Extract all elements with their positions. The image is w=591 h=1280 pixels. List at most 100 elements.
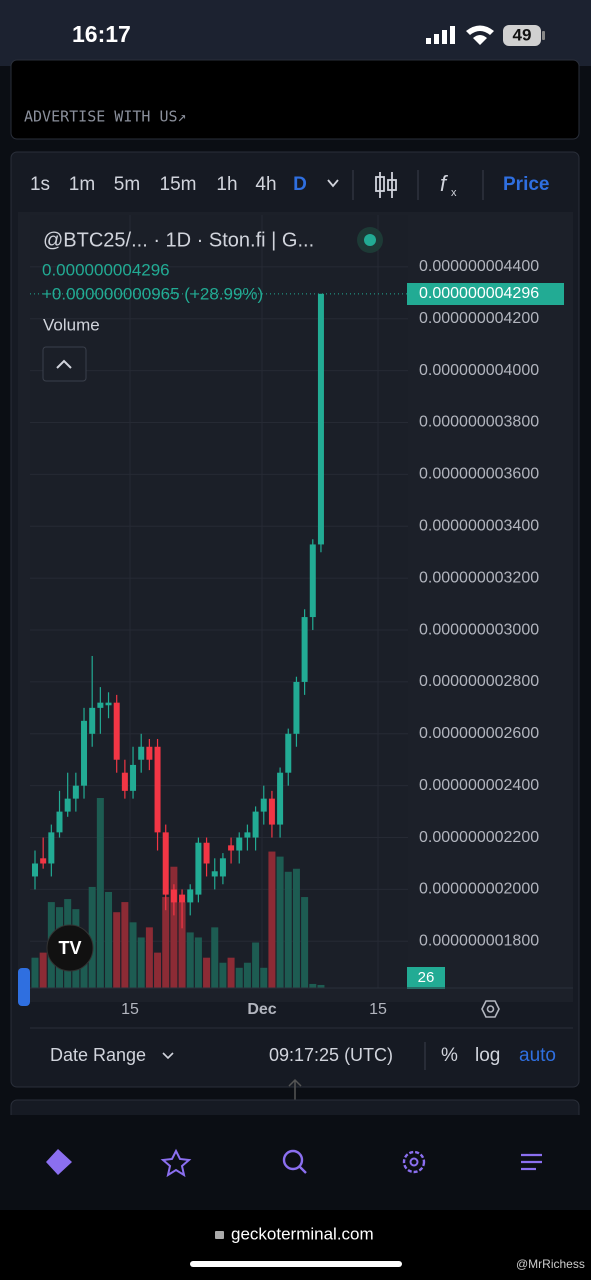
candle-body xyxy=(219,858,226,877)
volume-bar xyxy=(39,952,47,988)
volume-legend: Volume xyxy=(43,315,100,334)
volume-bar xyxy=(121,902,129,988)
y-tick-label: 0.000000002200 xyxy=(419,829,539,846)
candle-body xyxy=(203,842,210,864)
volume-bar xyxy=(113,912,121,988)
chart-title: @BTC25/... · 1D · Ston.fi | G... xyxy=(43,229,314,251)
x-tick-label: 15 xyxy=(369,1001,387,1018)
x-tick-label: Dec xyxy=(247,1001,276,1018)
timeframe-button[interactable]: 1s xyxy=(30,174,50,195)
candle-body xyxy=(195,842,202,895)
nav-search-handle xyxy=(299,1166,307,1174)
battery-icon xyxy=(503,25,541,46)
clock: 16:17 xyxy=(72,21,131,47)
candle-body xyxy=(285,733,292,773)
candle-body xyxy=(113,702,120,760)
nav-watchlist[interactable] xyxy=(160,1148,192,1178)
candle-body xyxy=(236,837,243,851)
nav-settings[interactable] xyxy=(402,1150,426,1174)
date-range-button[interactable]: Date Range xyxy=(50,1045,146,1065)
timeframe-button[interactable]: 4h xyxy=(255,174,276,195)
ad-link[interactable]: ADVERTISE WITH US↗ xyxy=(24,108,187,126)
tradingview-logo-mark: TV xyxy=(58,938,81,958)
volume-bar xyxy=(317,984,325,988)
price-tag xyxy=(407,283,564,305)
candle-body xyxy=(64,798,71,812)
price-tab[interactable]: Price xyxy=(503,174,549,195)
wifi-icon xyxy=(466,25,494,45)
y-tick-label: 0.000000004000 xyxy=(419,362,539,379)
volume-bar xyxy=(145,927,153,988)
y-tick-label: 0.000000002000 xyxy=(419,881,539,898)
timeframe-dropdown[interactable] xyxy=(327,179,339,188)
candle-body xyxy=(72,785,79,799)
candle-body xyxy=(277,772,284,825)
time-grid xyxy=(129,215,379,988)
plot-area xyxy=(30,215,408,988)
timeframe-button[interactable]: 1m xyxy=(69,174,95,195)
y-tick-label: 0.000000004200 xyxy=(419,310,539,327)
volume-bar xyxy=(80,947,88,988)
volume-bar xyxy=(154,952,162,988)
candle-body xyxy=(105,702,112,706)
side-handle[interactable] xyxy=(18,968,30,1006)
clock-utc: 09:17:25 (UTC) xyxy=(269,1045,393,1065)
collapse-legend[interactable] xyxy=(42,346,87,382)
countdown: 26 xyxy=(418,969,435,986)
volume-bar xyxy=(219,962,227,988)
indicators-button-sub: x xyxy=(451,187,457,199)
volume-bar xyxy=(162,897,170,988)
ad-banner xyxy=(10,59,580,140)
y-tick-label: 0.000000003400 xyxy=(419,517,539,534)
tradingview-logo[interactable] xyxy=(46,924,94,972)
settings-icon-core xyxy=(486,1005,495,1013)
browser-footer xyxy=(0,1210,591,1280)
volume-bar xyxy=(276,856,284,988)
nav-menu[interactable] xyxy=(521,1153,542,1171)
candle-body xyxy=(48,832,55,864)
candle-body xyxy=(187,889,194,903)
last-price: 0.000000004296 xyxy=(42,260,170,279)
timeframe-button[interactable]: 15m xyxy=(160,174,197,195)
candle-body xyxy=(154,746,161,833)
candle-body xyxy=(179,894,186,903)
volume-bar xyxy=(96,798,104,988)
candles xyxy=(30,293,408,929)
percent-toggle[interactable]: % xyxy=(441,1045,458,1066)
x-tick-label: 15 xyxy=(121,1001,139,1018)
volume-bar xyxy=(211,927,219,988)
log-toggle[interactable]: log xyxy=(475,1045,500,1066)
volume-bar xyxy=(292,868,300,988)
chart-type-button[interactable] xyxy=(375,172,397,198)
timeframe-bar: 1s 1m 5m 15m 1h 4h D xyxy=(30,174,307,195)
nav-search[interactable] xyxy=(282,1149,304,1171)
nav-home[interactable] xyxy=(46,1149,72,1175)
volume-bar xyxy=(235,967,243,988)
volume-bar xyxy=(268,851,276,988)
volume-bar xyxy=(252,942,260,988)
home-indicator xyxy=(190,1261,402,1267)
url[interactable]: geckoterminal.com xyxy=(231,1224,374,1243)
candle-body xyxy=(40,858,47,864)
indicators-button[interactable]: f xyxy=(440,171,449,196)
candle-body xyxy=(260,798,267,812)
timeframe-button[interactable]: D xyxy=(293,174,307,195)
timeframe-button[interactable]: 1h xyxy=(216,174,237,195)
volume-bar xyxy=(170,866,178,988)
y-tick-label: 0.000000002600 xyxy=(419,725,539,742)
candle-body xyxy=(89,707,96,734)
settings-button[interactable] xyxy=(481,1000,500,1018)
candle-body xyxy=(56,811,63,833)
auto-toggle[interactable]: auto xyxy=(519,1045,556,1066)
y-tick-label: 0.000000004400 xyxy=(419,258,539,275)
candle-body xyxy=(293,681,300,734)
price-tag-label: 0.000000004296 xyxy=(419,285,539,302)
date-range-caret xyxy=(162,1052,174,1060)
candle-body xyxy=(309,544,316,618)
timeframe-button[interactable]: 5m xyxy=(114,174,140,195)
y-tick-label: 0.000000003000 xyxy=(419,621,539,638)
status-bar xyxy=(0,0,591,66)
volume-bar xyxy=(137,937,145,988)
y-tick-label: 0.000000003200 xyxy=(419,569,539,586)
